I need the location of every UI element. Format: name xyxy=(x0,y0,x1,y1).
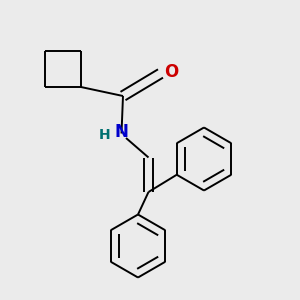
Text: H: H xyxy=(99,128,111,142)
Text: O: O xyxy=(164,63,178,81)
Text: N: N xyxy=(115,123,128,141)
